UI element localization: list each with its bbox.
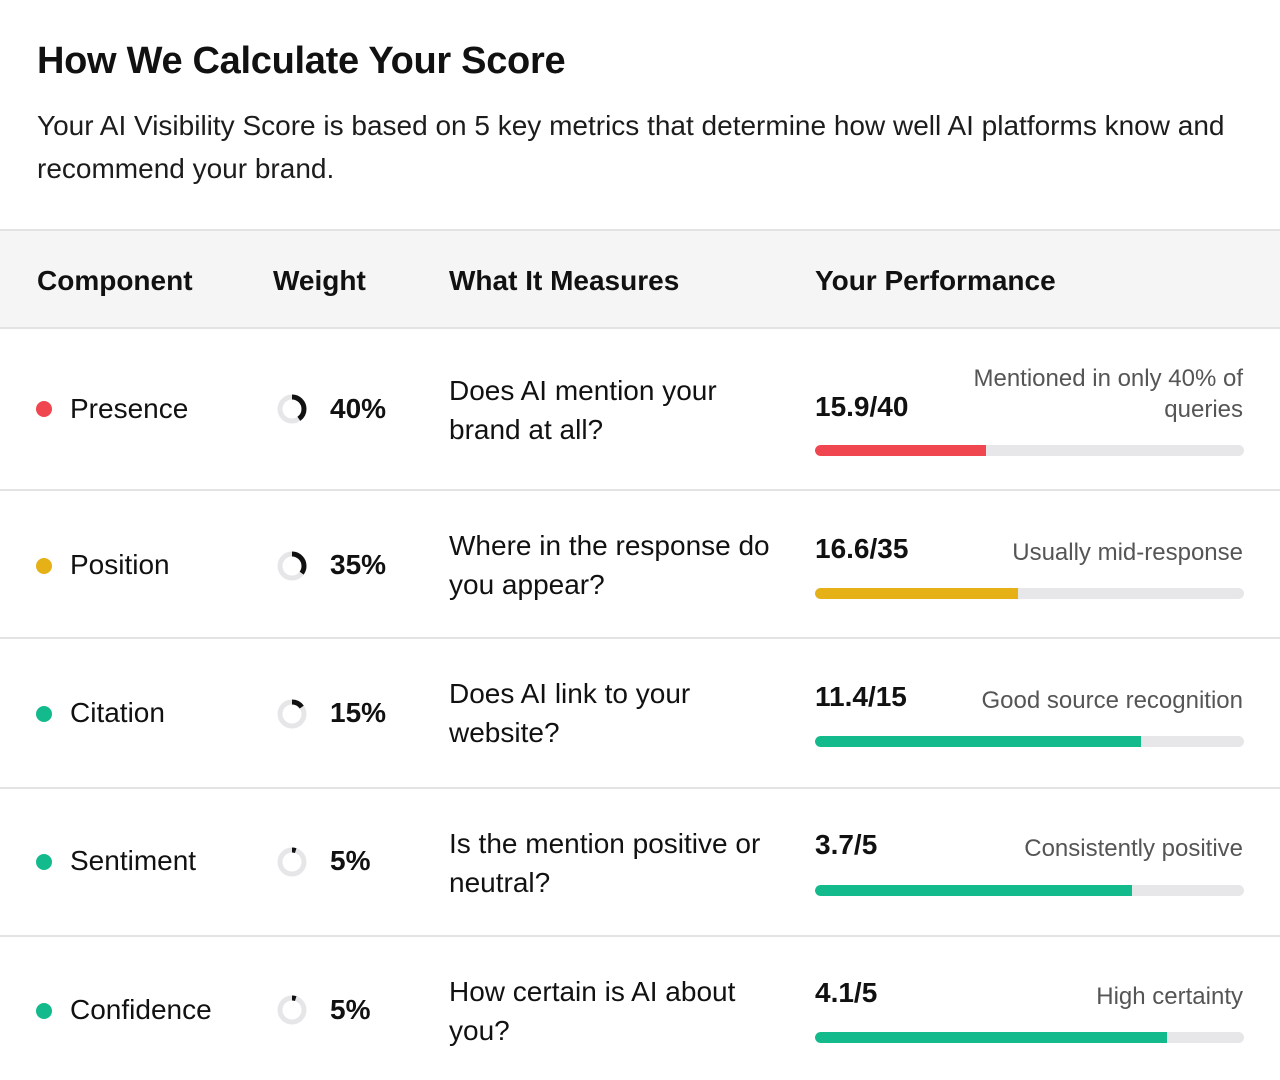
weight-value: 15% [330,697,387,728]
table-row-position: Position 35% Where in the response do yo… [0,491,1280,639]
score-progress-bar [815,885,1244,896]
weight-ring-icon [277,847,307,877]
weight-ring-fill [277,699,307,729]
column-header-performance: Your Performance [815,265,1056,296]
score-progress-fill [815,588,1019,599]
component-name: Confidence [70,994,212,1025]
weight-ring-fill [277,847,307,877]
status-dot [36,854,52,870]
intro-section: How We Calculate Your Score Your AI Visi… [37,38,1257,190]
component-name: Presence [70,393,189,424]
component-name: Position [70,549,170,580]
weight-ring-icon [277,551,307,581]
page-description: Your AI Visibility Score is based on 5 k… [37,110,1225,184]
score-value: 4.1/5 [815,977,878,1008]
score-table: Component Weight What It Measures Your P… [0,229,1280,1077]
status-dot [36,1003,52,1019]
score-progress-fill [815,1032,1167,1043]
weight-ring-fill [277,995,307,1025]
status-dot [36,706,52,722]
score-value: 11.4/15 [815,681,907,712]
weight-value: 5% [330,994,371,1025]
weight-ring-fill [277,551,307,581]
status-dot [36,401,52,417]
weight-value: 35% [330,549,387,580]
score-progress-bar [815,445,1244,456]
component-name: Sentiment [70,845,197,876]
score-value: 16.6/35 [815,533,909,564]
column-header-weight: Weight [273,265,366,296]
measure-description: Where in the response do you appear? [449,530,770,600]
table-row-citation: Citation 15% Does AI link to your websit… [0,639,1280,789]
weight-ring-icon [277,699,307,729]
performance-note: Mentioned in only 40% of queries [973,365,1243,423]
measure-description: Is the mention positive or neutral? [449,828,761,898]
measure-description: Does AI link to your website? [449,678,691,748]
weight-ring-icon [277,394,307,424]
performance-note: Good source recognition [981,687,1244,714]
weight-ring-fill [277,394,307,424]
weight-ring-icon [277,995,307,1025]
performance-note: High certainty [1096,983,1243,1010]
score-progress-fill [815,885,1133,896]
score-value: 3.7/5 [815,829,878,860]
status-dot [36,558,52,574]
score-progress-bar [815,588,1244,599]
table-header: Component Weight What It Measures Your P… [0,229,1280,329]
score-progress-fill [815,445,986,456]
score-progress-bar [815,736,1244,747]
table-row-sentiment: Sentiment 5% Is the mention positive or … [0,789,1280,937]
score-progress-fill [815,736,1142,747]
component-name: Citation [70,697,165,728]
page-title: How We Calculate Your Score [37,40,566,82]
table-row-confidence: Confidence 5% How certain is AI about yo… [0,937,1280,1077]
measure-description: Does AI mention your brand at all? [449,375,717,445]
weight-value: 40% [330,393,387,424]
column-header-component: Component [37,265,193,296]
score-value: 15.9/40 [815,391,909,422]
performance-note: Usually mid-response [1012,539,1243,566]
weight-value: 5% [330,845,371,876]
column-header-measures: What It Measures [449,265,680,296]
table-row-presence: Presence 40% Does AI mention your brand … [0,329,1280,491]
measure-description: How certain is AI about you? [449,976,736,1046]
performance-note: Consistently positive [1024,835,1243,862]
score-progress-bar [815,1032,1244,1043]
